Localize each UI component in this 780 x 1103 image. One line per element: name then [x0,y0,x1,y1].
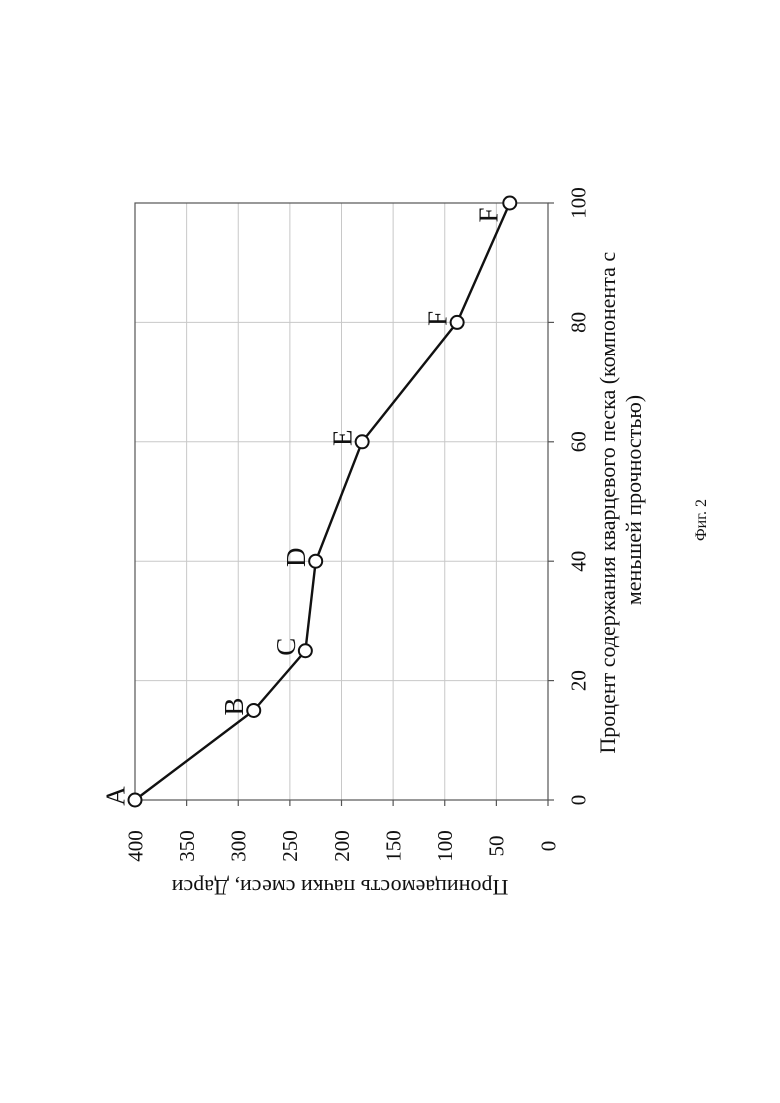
point-label-F: F [473,207,503,222]
y-tick-label: 250 [278,830,302,862]
y-tick-label: 400 [123,830,147,862]
point-label-D: D [281,547,311,567]
point-label-B: B [219,697,249,715]
point-label-E: E [328,430,358,447]
y-tick-label: 150 [381,830,405,862]
y-tick-label: 0 [536,841,560,852]
x-tick-label: 40 [566,551,590,572]
x-axis-label: Процент содержания кварцевого песка (ком… [595,246,646,753]
x-tick-label: 100 [566,187,590,219]
grid-lines [135,203,554,806]
point-label-F: F [423,311,453,326]
y-tick-label: 200 [330,830,354,862]
series-path [135,203,510,800]
x-tick-label: 80 [566,312,590,333]
series-line [135,203,510,800]
x-tick-label: 20 [566,670,590,691]
y-tick-label: 50 [485,836,509,857]
y-tick-label: 300 [227,830,251,862]
y-tick-label: 100 [433,830,457,862]
x-tick-label: 60 [566,431,590,452]
tick-labels: 0 20 40 60 80 100 0 50 100 150 200 250 300 350 400 [123,187,590,862]
y-tick-label: 350 [175,830,199,862]
figure-caption: Фиг. 2 [693,499,710,541]
point-label-C: C [271,638,301,656]
point-labels: A B C D E F F [100,207,503,805]
x-axis-label-line-1: Процент содержания кварцевого песка (ком… [595,252,620,754]
point-label-A: A [100,786,130,806]
x-axis-label-line-2: меньшей прочностью) [621,395,646,605]
data-point [503,197,516,210]
y-axis-label: Проницаемость пачки смеси, Дарси [171,875,508,900]
x-tick-label: 0 [566,795,590,806]
